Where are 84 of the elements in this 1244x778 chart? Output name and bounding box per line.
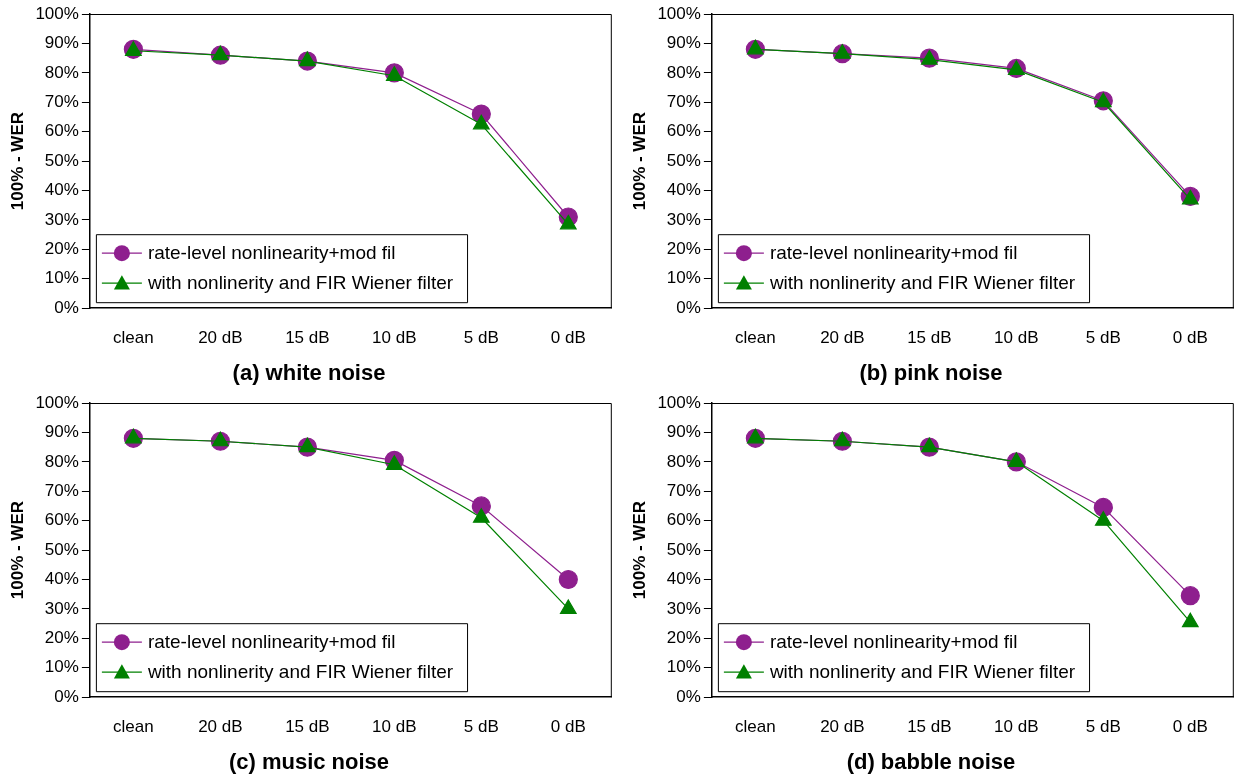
x-tick-label: 10 dB [994, 717, 1039, 737]
x-tick-label: 20 dB [198, 717, 243, 737]
legend-label: rate-level nonlinearity+mod fil [769, 242, 1018, 264]
y-tick-label: 10% [666, 657, 701, 677]
y-tick-label: 20% [666, 239, 701, 259]
legend-label: with nonlinerity and FIR Wiener filter [146, 272, 454, 294]
x-tick-label: 5 dB [463, 717, 499, 737]
text: (c) music noise [228, 748, 390, 774]
y-tick-label: 0% [54, 297, 79, 317]
y-tick-label: 70% [666, 480, 701, 500]
y-tick-label: 80% [666, 451, 701, 471]
y-tick-label: 70% [44, 91, 79, 111]
x-tick-label: clean [113, 328, 154, 348]
legend-label: rate-level nonlinearity+mod fil [147, 631, 396, 653]
x-tick-label: 20 dB [198, 328, 243, 348]
x-tick-label: 20 dB [820, 328, 865, 348]
y-tick-label: 60% [44, 121, 79, 141]
y-tick-label: 40% [666, 180, 701, 200]
x-tick-label: 20 dB [820, 717, 865, 737]
y-tick-label: 80% [44, 451, 79, 471]
y-tick-label: 90% [666, 33, 701, 53]
x-tick-label: 5 dB [463, 328, 499, 348]
legend-label: rate-level nonlinearity+mod fil [147, 242, 396, 264]
y-axis-title: 100% - WER [7, 500, 27, 600]
x-tick-label: 5 dB [1085, 717, 1121, 737]
y-tick-label: 60% [666, 510, 701, 530]
y-tick-label: 0% [54, 686, 79, 706]
y-tick-label: 100% [657, 392, 701, 412]
x-tick-label: 15 dB [285, 717, 330, 737]
x-tick-label: 0 dB [1172, 717, 1208, 737]
y-tick-label: 30% [44, 209, 79, 229]
y-tick-label: 50% [44, 539, 79, 559]
x-tick-label: clean [735, 328, 776, 348]
y-tick-label: 10% [44, 657, 79, 677]
x-tick-label: 10 dB [372, 717, 417, 737]
x-tick-label: 0 dB [1172, 328, 1208, 348]
y-tick-label: 50% [666, 150, 701, 170]
y-tick-label: 90% [44, 33, 79, 53]
y-tick-label: 10% [666, 268, 701, 288]
y-tick-label: 0% [676, 297, 701, 317]
text: (a) white noise [232, 359, 386, 385]
y-tick-label: 40% [44, 180, 79, 200]
y-tick-label: 40% [666, 569, 701, 589]
y-tick-label: 20% [44, 239, 79, 259]
legend-label: with nonlinerity and FIR Wiener filter [768, 272, 1076, 294]
y-tick-label: 20% [44, 628, 79, 648]
text: (b) pink noise [859, 359, 1003, 385]
y-tick-label: 40% [44, 569, 79, 589]
x-tick-label: 15 dB [907, 328, 952, 348]
y-tick-label: 0% [676, 686, 701, 706]
text: (d) babble noise [846, 748, 1016, 774]
y-tick-label: 20% [666, 628, 701, 648]
y-tick-label: 10% [44, 268, 79, 288]
x-tick-label: 10 dB [372, 328, 417, 348]
y-tick-label: 50% [666, 539, 701, 559]
x-tick-label: 5 dB [1085, 328, 1121, 348]
y-tick-label: 30% [44, 598, 79, 618]
y-tick-label: 100% [35, 392, 79, 412]
x-tick-label: clean [735, 717, 776, 737]
y-tick-label: 100% [657, 3, 701, 23]
x-tick-label: 15 dB [907, 717, 952, 737]
y-tick-label: 30% [666, 598, 701, 618]
x-tick-label: 10 dB [994, 328, 1039, 348]
y-tick-label: 50% [44, 150, 79, 170]
x-tick-label: 0 dB [550, 328, 586, 348]
x-tick-label: 0 dB [550, 717, 586, 737]
x-tick-label: clean [113, 717, 154, 737]
legend-label: with nonlinerity and FIR Wiener filter [768, 661, 1076, 683]
y-tick-label: 60% [44, 510, 79, 530]
x-tick-label: 15 dB [285, 328, 330, 348]
y-tick-label: 30% [666, 209, 701, 229]
y-axis-title: 100% - WER [7, 111, 27, 211]
y-tick-label: 70% [44, 480, 79, 500]
legend-label: with nonlinerity and FIR Wiener filter [146, 661, 454, 683]
y-tick-label: 80% [666, 62, 701, 82]
legend-label: rate-level nonlinearity+mod fil [769, 631, 1018, 653]
y-tick-label: 60% [666, 121, 701, 141]
y-tick-label: 90% [44, 422, 79, 442]
y-axis-title: 100% - WER [629, 111, 649, 211]
y-tick-label: 100% [35, 3, 79, 23]
y-tick-label: 70% [666, 91, 701, 111]
y-axis-title: 100% - WER [629, 500, 649, 600]
y-tick-label: 90% [666, 422, 701, 442]
y-tick-label: 80% [44, 62, 79, 82]
